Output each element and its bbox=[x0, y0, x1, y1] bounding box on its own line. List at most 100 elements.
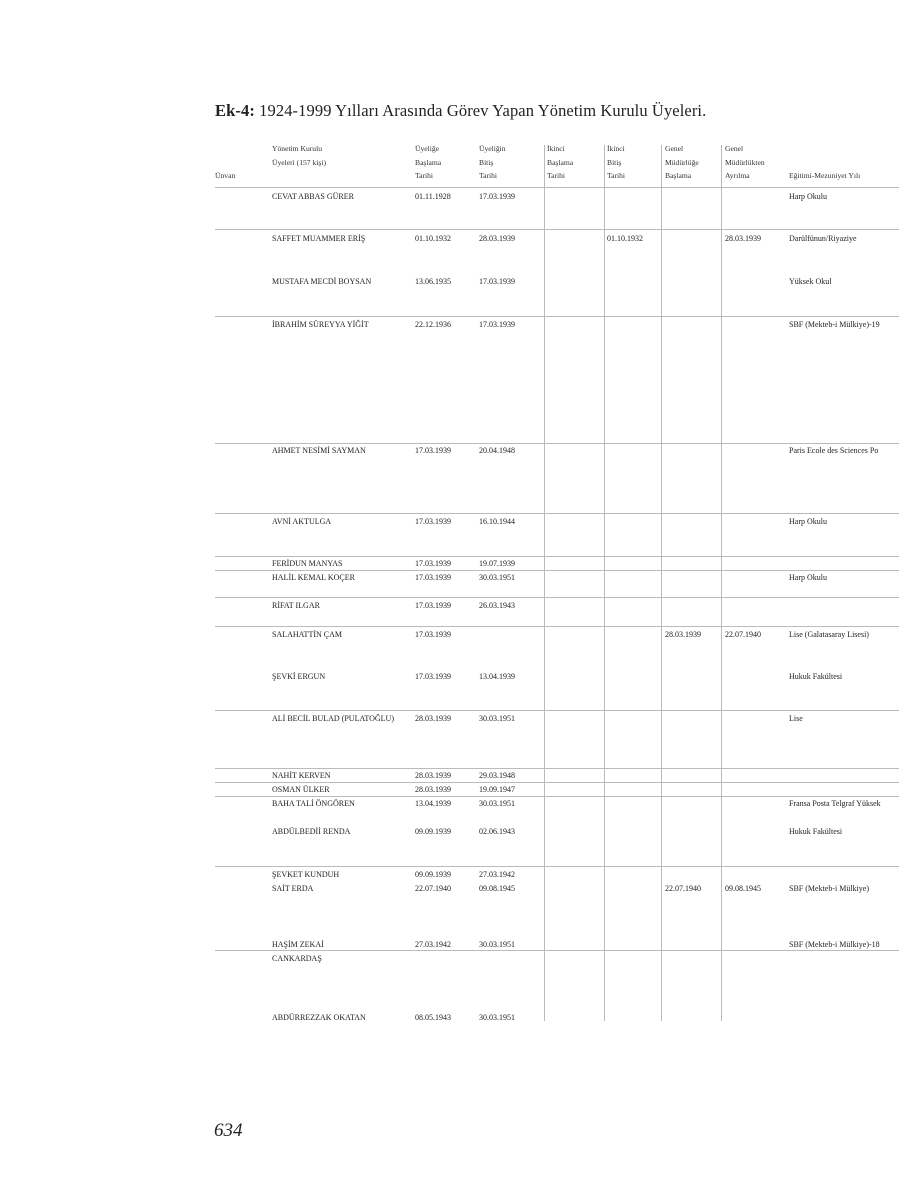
column-header-line: Eğitimi-Mezuniyet Yılı bbox=[789, 171, 861, 180]
table-cell: 22.12.1936 bbox=[415, 320, 451, 329]
column-header: Ünvan bbox=[215, 142, 235, 183]
table-cell: Harp Okulu bbox=[789, 573, 827, 582]
row-divider bbox=[215, 866, 899, 867]
column-header: Genel Müdürlükten Ayrılma bbox=[725, 142, 765, 183]
table-cell: 01.10.1932 bbox=[607, 234, 643, 243]
column-divider bbox=[721, 145, 722, 1021]
column-header: İkinci Başlama Tarihi bbox=[547, 142, 573, 183]
table-cell: 28.03.1939 bbox=[415, 714, 451, 723]
table-cell: Harp Okulu bbox=[789, 517, 827, 526]
table-cell: Lise bbox=[789, 714, 803, 723]
table-cell: ABDÜRREZZAK OKATAN bbox=[272, 1013, 366, 1022]
table-cell: ABDÜLBEDİİ RENDA bbox=[272, 827, 351, 836]
table-cell: 17.03.1939 bbox=[415, 601, 451, 610]
column-header-line bbox=[789, 156, 860, 170]
row-divider bbox=[215, 710, 899, 711]
table-cell: HALİL KEMAL KOÇER bbox=[272, 573, 355, 582]
table-cell: 17.03.1939 bbox=[415, 517, 451, 526]
row-divider bbox=[215, 570, 899, 571]
column-header-line: Başlama bbox=[415, 157, 442, 167]
table-cell: FERİDUN MANYAS bbox=[272, 559, 343, 568]
column-header-line: Başlama bbox=[665, 171, 692, 180]
table-cell: 01.10.1932 bbox=[415, 234, 451, 243]
table-cell: 28.03.1939 bbox=[415, 771, 451, 780]
table-cell: 22.07.1940 bbox=[415, 884, 451, 893]
table-cell: RİFAT ILGAR bbox=[272, 601, 320, 610]
column-header-line: Yönetim Kurulu bbox=[272, 144, 322, 153]
row-divider bbox=[215, 626, 899, 627]
column-header-line: Müdürlüğe bbox=[665, 157, 699, 167]
column-header-line: Genel bbox=[725, 144, 744, 153]
table-cell: HAŞİM ZEKAİ bbox=[272, 940, 324, 949]
column-header-line: Genel bbox=[665, 144, 684, 153]
row-divider bbox=[215, 556, 899, 557]
table-cell: 16.10.1944 bbox=[479, 517, 515, 526]
table-cell: 02.06.1943 bbox=[479, 827, 515, 836]
column-header-line: İkinci bbox=[607, 144, 625, 153]
row-divider bbox=[215, 229, 899, 230]
column-header-line: Tarihi bbox=[547, 171, 566, 180]
table-cell: 13.04.1939 bbox=[415, 799, 451, 808]
table-cell: NAHİT KERVEN bbox=[272, 771, 331, 780]
column-header-line: Üyeleri (157 kişi) bbox=[272, 157, 326, 167]
table-cell: Darülfünun/Riyaziye bbox=[789, 234, 857, 243]
table-cell: 27.03.1942 bbox=[415, 940, 451, 949]
column-divider bbox=[604, 145, 605, 1021]
table-cell: 28.03.1939 bbox=[415, 785, 451, 794]
table-cell: MUSTAFA MECDİ BOYSAN bbox=[272, 277, 372, 286]
table-cell: 09.09.1939 bbox=[415, 870, 451, 879]
table-cell: 28.03.1939 bbox=[665, 630, 701, 639]
table-cell: 13.06.1935 bbox=[415, 277, 451, 286]
table-cell: 17.03.1939 bbox=[415, 672, 451, 681]
column-header: Eğitimi-Mezuniyet Yılı bbox=[789, 142, 860, 183]
row-divider bbox=[215, 597, 899, 598]
row-divider bbox=[215, 316, 899, 317]
row-divider bbox=[215, 782, 899, 783]
table-cell: Yüksek Okul bbox=[789, 277, 832, 286]
row-divider bbox=[215, 768, 899, 769]
column-header-line: Tarihi bbox=[479, 171, 498, 180]
table-cell: ALİ BECİL BULAD (PULATOĞLU) bbox=[272, 714, 394, 723]
table-cell: Hukuk Fakültesi bbox=[789, 827, 843, 836]
column-divider bbox=[661, 145, 662, 1021]
column-header-line: Müdürlükten bbox=[725, 157, 765, 167]
column-header-line: Başlama bbox=[547, 157, 574, 167]
column-header: Yönetim Kurulu Üyeleri (157 kişi) bbox=[272, 142, 326, 183]
column-header: İkinci Bitiş Tarihi bbox=[607, 142, 625, 183]
table-cell: 17.03.1939 bbox=[479, 277, 515, 286]
page-title: Ek-4: 1924-1999 Yılları Arasında Görev Y… bbox=[215, 101, 706, 121]
table-cell: 22.07.1940 bbox=[725, 630, 761, 639]
table-cell: 26.03.1943 bbox=[479, 601, 515, 610]
table-cell: AHMET NESİMİ SAYMAN bbox=[272, 446, 366, 455]
table-cell: AVNİ AKTULGA bbox=[272, 517, 332, 526]
column-header-line bbox=[789, 142, 860, 156]
row-divider bbox=[215, 443, 899, 444]
column-header-line bbox=[215, 156, 235, 170]
table-cell: Hukuk Fakültesi bbox=[789, 672, 843, 681]
table-cell: Lise (Galatasaray Lisesi) bbox=[789, 630, 869, 639]
table-cell: 09.08.1945 bbox=[479, 884, 515, 893]
table-cell: 17.03.1939 bbox=[479, 320, 515, 329]
table-cell: CANKARDAŞ bbox=[272, 954, 322, 963]
title-text: 1924-1999 Yılları Arasında Görev Yapan Y… bbox=[254, 101, 707, 120]
table-cell: Paris Ecole des Sciences Po bbox=[789, 446, 879, 455]
table-cell: CEVAT ABBAS GÜRER bbox=[272, 192, 354, 201]
column-header-line: Tarihi bbox=[607, 171, 626, 180]
table-cell: SAFFET MUAMMER ERİŞ bbox=[272, 234, 366, 243]
column-header-line: Ayrılma bbox=[725, 171, 750, 180]
column-header-line bbox=[272, 169, 326, 183]
table-cell: SALAHATTİN ÇAM bbox=[272, 630, 342, 639]
table-cell: 30.03.1951 bbox=[479, 799, 515, 808]
table-cell: BAHA TALİ ÖNGÖREN bbox=[272, 799, 355, 808]
table-cell: SBF (Mekteb-i Mülkiye) bbox=[789, 884, 869, 893]
table-cell: SAİT ERDA bbox=[272, 884, 314, 893]
table-cell: ŞEVKET KUNDUH bbox=[272, 870, 340, 879]
column-header: Üyeliğin Bitiş Tarihi bbox=[479, 142, 506, 183]
table-cell: 09.09.1939 bbox=[415, 827, 451, 836]
row-divider bbox=[215, 950, 899, 951]
table-cell: 29.03.1948 bbox=[479, 771, 515, 780]
table-cell: OSMAN ÜLKER bbox=[272, 785, 330, 794]
title-prefix: Ek-4: bbox=[215, 101, 255, 120]
column-header-line: Ünvan bbox=[215, 171, 236, 180]
table-cell: 30.03.1951 bbox=[479, 1013, 515, 1022]
